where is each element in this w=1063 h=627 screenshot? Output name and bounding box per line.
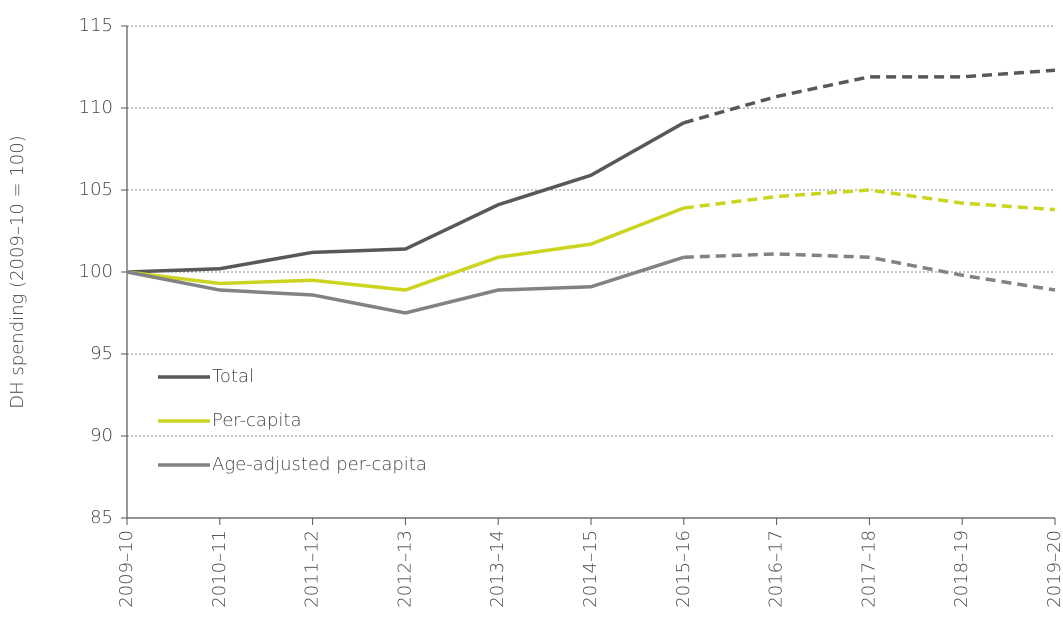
- x-tick-label: 2013–14: [487, 530, 508, 608]
- y-axis-label: DH spending (2009–10 = 100): [7, 135, 28, 408]
- x-tick-label: 2018–19: [951, 530, 972, 608]
- x-tick-label: 2010–11: [209, 530, 230, 608]
- series-line-projection: [683, 188, 1056, 212]
- y-tick-label: 90: [90, 425, 113, 446]
- series-line: [126, 121, 685, 274]
- series-line-projection: [683, 252, 1056, 292]
- x-tick-label: 2012–13: [394, 530, 415, 608]
- legend-label: Age-adjusted per-capita: [212, 454, 427, 475]
- x-tick-label: 2016–17: [766, 530, 787, 608]
- x-tick-label: 2017–18: [858, 530, 879, 608]
- legend-label: Total: [212, 366, 254, 387]
- x-tick-label: 2015–16: [673, 530, 694, 608]
- y-tick-label: 85: [90, 507, 113, 528]
- y-tick-label: 105: [79, 179, 113, 200]
- y-tick-label: 110: [79, 97, 113, 118]
- x-tick-label: 2009–10: [116, 530, 137, 608]
- y-tick-label: 100: [79, 261, 113, 282]
- y-tick-label: 115: [79, 15, 113, 36]
- series-line: [126, 255, 685, 315]
- legend-label: Per-capita: [212, 410, 301, 431]
- y-tick-label: 95: [90, 343, 113, 364]
- x-tick-label: 2011–12: [302, 530, 323, 608]
- series-line: [126, 206, 685, 292]
- x-tick-label: 2019–20: [1044, 530, 1063, 608]
- series-line-projection: [683, 68, 1056, 125]
- x-tick-label: 2014–15: [580, 530, 601, 608]
